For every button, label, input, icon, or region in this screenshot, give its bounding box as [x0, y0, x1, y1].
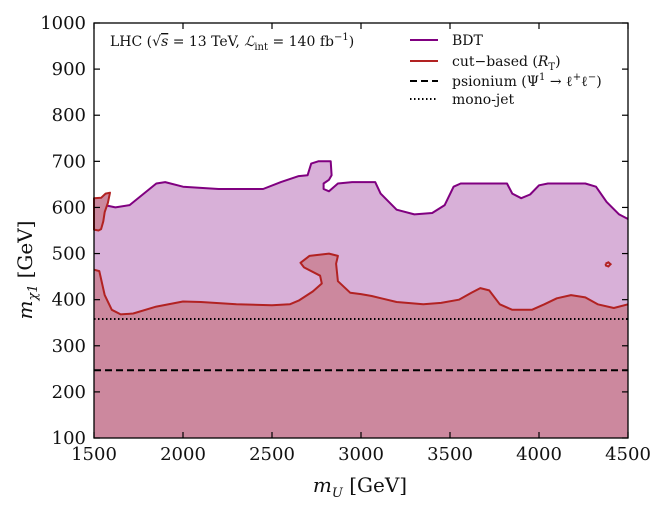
x-tick-label: 3000 — [338, 444, 384, 465]
y-tick-label: 300 — [52, 336, 86, 357]
legend-item-mono-jet: mono-jet — [410, 92, 515, 108]
x-tick-label: 4500 — [605, 444, 651, 465]
legend-item-cut-based: cut−based (RT) — [410, 54, 561, 73]
legend-item-bdt: BDT — [410, 33, 484, 49]
legend-label-cut-based: cut−based (RT) — [452, 54, 561, 73]
legend-label-psionium: psionium (Ψ1 → ℓ+ℓ−) — [452, 72, 602, 90]
legend-item-psionium: psionium (Ψ1 → ℓ+ℓ−) — [410, 72, 602, 90]
annotation: LHC (√s = 13 TeV, ℒint = 140 fb−1) — [110, 32, 354, 53]
x-tick-label: 2500 — [249, 444, 295, 465]
x-tick-label: 2000 — [160, 444, 206, 465]
y-axis-title: mχ1[GeV] — [13, 221, 41, 320]
legend-label-mono-jet: mono-jet — [452, 92, 515, 108]
y-tick-label: 400 — [52, 290, 86, 311]
y-tick-label: 900 — [52, 59, 86, 80]
x-tick-label: 4000 — [516, 444, 562, 465]
y-tick-label: 500 — [52, 244, 86, 265]
y-tick-label: 100 — [52, 428, 86, 449]
lines-layer — [93, 160, 629, 372]
x-tick-label: 3500 — [427, 444, 473, 465]
y-tick-label: 700 — [52, 151, 86, 172]
regions-layer — [94, 161, 628, 439]
plot-frame — [93, 22, 629, 439]
region-boundary-0 — [93, 160, 629, 220]
region-fill-1 — [94, 253, 628, 438]
x-axis-title: mU [GeV] — [313, 473, 407, 501]
region-contour-1-0 — [604, 261, 613, 268]
y-tick-label: 1000 — [40, 13, 86, 34]
y-tick-label: 200 — [52, 382, 86, 403]
region-island-1-0 — [93, 191, 111, 232]
ticks-layer: 1500 2000 2500 3000 3500 4000 4500 100 200 300 400… — [40, 13, 651, 465]
x-tick-label: 1500 — [71, 444, 117, 465]
legend-label-bdt: BDT — [452, 33, 484, 49]
region-boundary-1 — [93, 252, 629, 316]
y-tick-label: 600 — [52, 197, 86, 218]
y-tick-label: 800 — [52, 105, 86, 126]
legend: BDT cut−based (RT) psionium (Ψ1 → ℓ+ℓ−) … — [410, 33, 602, 108]
